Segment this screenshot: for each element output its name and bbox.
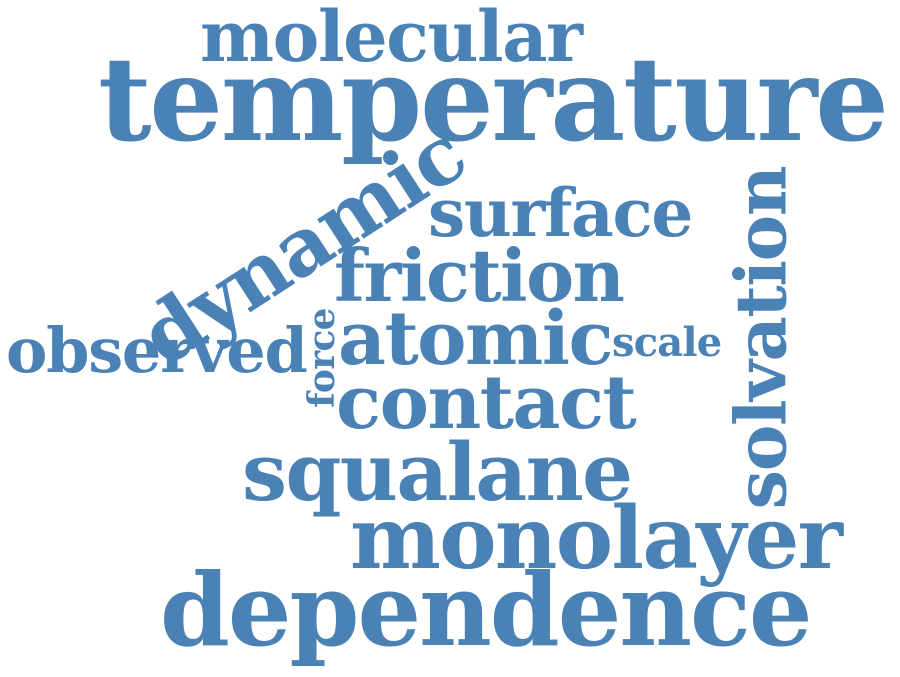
word-monolayer: monolayer bbox=[350, 488, 843, 589]
word-dependence: dependence bbox=[160, 551, 813, 669]
word-force: force bbox=[300, 308, 343, 408]
word-atomic: atomic bbox=[338, 296, 614, 382]
word-squalane: squalane bbox=[242, 425, 633, 519]
word-contact: contact bbox=[336, 360, 637, 446]
word-scale: scale bbox=[612, 319, 722, 366]
word-observed: observed bbox=[6, 314, 308, 387]
word-solvation: solvation bbox=[719, 166, 803, 510]
word-friction: friction bbox=[334, 233, 625, 318]
word-temperature: temperature bbox=[98, 32, 889, 168]
word-molecular: molecular bbox=[200, 0, 583, 78]
word-surface: surface bbox=[428, 174, 693, 252]
